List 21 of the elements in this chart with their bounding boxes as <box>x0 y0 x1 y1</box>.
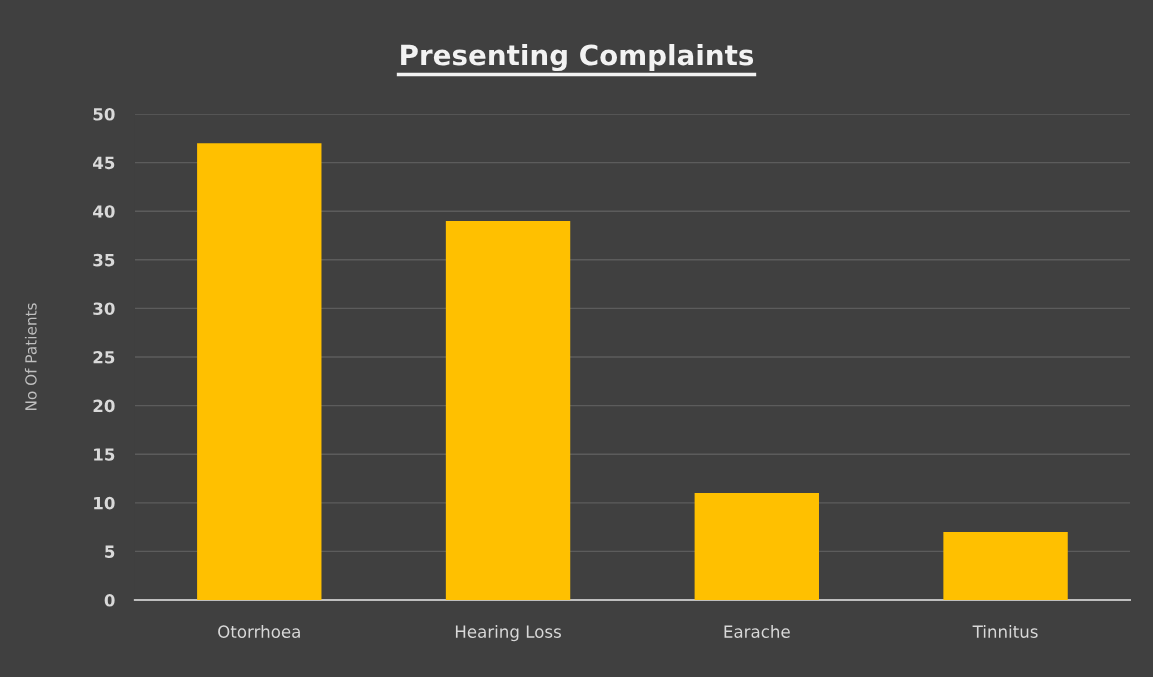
y-tick-label: 0 <box>104 593 115 607</box>
y-axis-title: No Of Patients <box>24 303 37 411</box>
y-tick-label: 15 <box>94 448 115 461</box>
y-tick-label: 30 <box>93 302 115 315</box>
y-tick-label: 35 <box>93 253 115 267</box>
bar <box>694 493 819 601</box>
chart-title: Presenting Complaints <box>401 43 754 72</box>
y-tick-label: 10 <box>94 496 115 510</box>
bar <box>197 143 322 601</box>
y-tick-label: 45 <box>93 156 115 170</box>
y-tick-label: 25 <box>93 350 115 364</box>
x-tick-label: Tinnitus <box>972 625 1038 638</box>
y-tick-label: 50 <box>93 107 115 121</box>
y-tick-label: 5 <box>105 545 115 558</box>
y-tick-label: 40 <box>93 205 115 218</box>
y-tick-label: 20 <box>93 399 115 413</box>
x-tick-label: Earache <box>724 625 790 638</box>
bar <box>943 531 1068 601</box>
x-tick-label: Otorrhoea <box>218 625 300 638</box>
bar <box>445 220 571 601</box>
x-tick-label: Hearing Loss <box>455 625 561 642</box>
